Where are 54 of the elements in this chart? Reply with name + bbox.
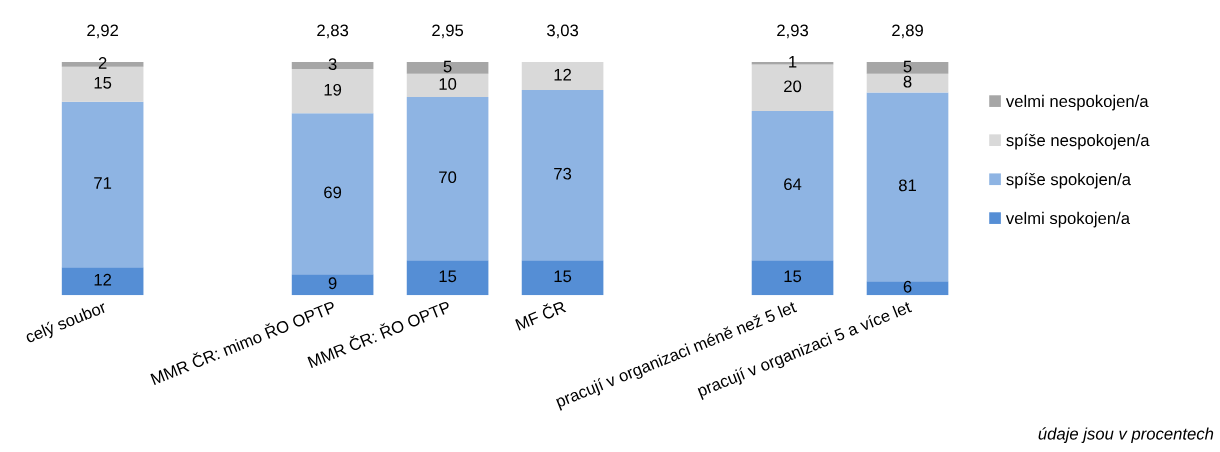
- bar: [866, 62, 949, 74]
- text: 2,89: [892, 24, 923, 39]
- data-label: 15: [94, 77, 112, 89]
- data-label: 5: [443, 60, 452, 73]
- legend-label: spíše nespokojen/a: [1006, 133, 1150, 150]
- text: 3,03: [546, 24, 579, 39]
- data-label: 15: [784, 270, 802, 283]
- bar: [521, 260, 604, 296]
- data-label: 12: [94, 273, 112, 286]
- data-label: 6: [903, 280, 912, 293]
- bar: [291, 69, 374, 114]
- bar: [521, 90, 604, 261]
- bar: [406, 260, 489, 296]
- bar: [291, 274, 374, 296]
- legend-label: spíše spokojen/a: [1006, 172, 1131, 189]
- bar: [866, 92, 949, 282]
- bar: [866, 281, 949, 296]
- data-label: 8: [903, 75, 912, 88]
- text: 2,95: [432, 24, 464, 39]
- data-label: 73: [554, 167, 572, 180]
- data-label: 3: [328, 58, 337, 71]
- bar: [406, 73, 489, 98]
- legend-label: velmi spokojen/a: [1005, 211, 1131, 228]
- bar: [291, 113, 374, 275]
- data-label: 15: [554, 270, 572, 283]
- text: 2,83: [317, 24, 349, 39]
- data-label: 70: [439, 171, 457, 184]
- legend-label: velmi nespokojen/a: [1005, 94, 1149, 111]
- data-label: 9: [328, 277, 337, 290]
- bar: [61, 267, 144, 296]
- x-tick-label: celý soubor: [24, 300, 109, 347]
- data-label: 64: [784, 178, 802, 191]
- data-label: 19: [324, 83, 342, 96]
- bar: [61, 101, 144, 268]
- data-label: 5: [903, 60, 912, 73]
- bar: [866, 73, 949, 93]
- text: 2,93: [777, 24, 809, 39]
- data-label: 69: [324, 186, 342, 199]
- data-label: 12: [554, 68, 572, 81]
- text: 2,92: [87, 24, 119, 39]
- bar: [521, 62, 604, 91]
- data-label: 15: [439, 270, 457, 283]
- text: údaje jsou v procentech: [1038, 427, 1214, 443]
- data-label: 20: [784, 80, 802, 93]
- bar: [751, 260, 834, 296]
- data-label: 2: [98, 57, 107, 69]
- data-label: 81: [898, 179, 916, 192]
- data-label: 10: [439, 78, 457, 90]
- bar: [406, 97, 489, 261]
- data-label: 1: [789, 56, 797, 68]
- bar: [406, 62, 489, 74]
- data-label: 71: [94, 177, 112, 189]
- bar: [751, 111, 834, 261]
- x-tick-label: MF ČR: [513, 298, 567, 331]
